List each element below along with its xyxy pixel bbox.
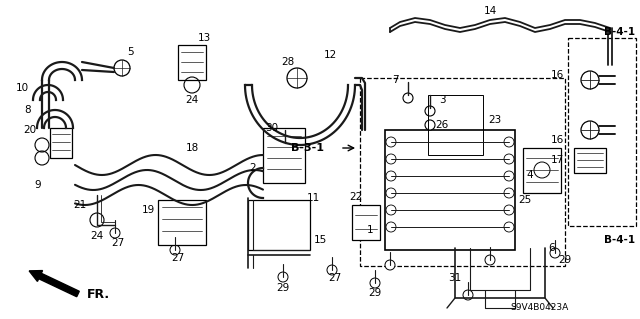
Text: 29: 29 — [558, 255, 572, 265]
Text: 9: 9 — [35, 180, 42, 190]
Text: 27: 27 — [172, 253, 184, 263]
Text: B-4-1: B-4-1 — [604, 235, 636, 245]
Circle shape — [278, 272, 288, 282]
Text: 16: 16 — [551, 70, 564, 80]
Bar — [523, 148, 561, 193]
Text: 21: 21 — [74, 200, 86, 210]
Bar — [158, 200, 206, 245]
Text: 17: 17 — [551, 155, 564, 165]
Circle shape — [385, 260, 395, 270]
Circle shape — [370, 278, 380, 288]
Bar — [574, 148, 606, 173]
Text: 29: 29 — [276, 283, 290, 293]
Text: 3: 3 — [438, 95, 445, 105]
Text: 16: 16 — [551, 135, 564, 145]
Circle shape — [485, 255, 495, 265]
Circle shape — [504, 171, 514, 181]
Text: 18: 18 — [186, 143, 198, 153]
Text: 15: 15 — [314, 235, 326, 245]
Bar — [568, 38, 636, 226]
Text: 30: 30 — [266, 123, 278, 133]
Text: 14: 14 — [483, 6, 497, 16]
Text: 24: 24 — [90, 231, 104, 241]
Text: 2: 2 — [250, 163, 256, 173]
FancyArrow shape — [29, 271, 79, 297]
Text: 12: 12 — [323, 50, 337, 60]
Circle shape — [504, 137, 514, 147]
Bar — [352, 205, 380, 240]
Circle shape — [280, 142, 290, 152]
Circle shape — [504, 205, 514, 215]
Circle shape — [550, 248, 560, 258]
Circle shape — [504, 188, 514, 198]
Text: 23: 23 — [488, 115, 502, 125]
Circle shape — [386, 171, 396, 181]
Circle shape — [504, 222, 514, 232]
Circle shape — [386, 154, 396, 164]
Circle shape — [534, 162, 550, 178]
Text: 13: 13 — [197, 33, 211, 43]
Text: 27: 27 — [111, 238, 125, 248]
Bar — [428, 95, 483, 155]
Text: 5: 5 — [127, 47, 133, 57]
Circle shape — [425, 106, 435, 116]
Text: 6: 6 — [548, 243, 556, 253]
Circle shape — [110, 228, 120, 238]
Text: 10: 10 — [15, 83, 29, 93]
Bar — [248, 200, 310, 250]
Text: 11: 11 — [307, 193, 319, 203]
Text: 28: 28 — [282, 57, 294, 67]
Bar — [360, 78, 565, 266]
Circle shape — [386, 137, 396, 147]
Circle shape — [504, 154, 514, 164]
Text: 19: 19 — [141, 205, 155, 215]
Text: B-4-1: B-4-1 — [604, 27, 636, 37]
Text: 27: 27 — [328, 273, 342, 283]
Bar — [50, 128, 72, 158]
Text: 26: 26 — [435, 120, 449, 130]
Text: 29: 29 — [369, 288, 381, 298]
Bar — [263, 128, 305, 183]
Bar — [385, 130, 515, 250]
Circle shape — [386, 188, 396, 198]
Text: 1: 1 — [367, 225, 373, 235]
Circle shape — [403, 93, 413, 103]
Text: 25: 25 — [518, 195, 532, 205]
Circle shape — [170, 245, 180, 255]
Circle shape — [425, 120, 435, 130]
Text: 31: 31 — [449, 273, 461, 283]
Circle shape — [386, 222, 396, 232]
Circle shape — [90, 213, 104, 227]
Bar — [178, 45, 206, 80]
Circle shape — [463, 290, 473, 300]
Text: S9V4B0423A: S9V4B0423A — [510, 303, 568, 313]
Text: 24: 24 — [186, 95, 198, 105]
Circle shape — [386, 205, 396, 215]
Text: 7: 7 — [392, 75, 398, 85]
Circle shape — [327, 265, 337, 275]
Text: 8: 8 — [25, 105, 31, 115]
Text: 22: 22 — [349, 192, 363, 202]
Text: FR.: FR. — [87, 288, 110, 301]
Text: 20: 20 — [24, 125, 36, 135]
Text: B-3-1: B-3-1 — [291, 143, 324, 153]
Text: 4: 4 — [527, 170, 533, 180]
